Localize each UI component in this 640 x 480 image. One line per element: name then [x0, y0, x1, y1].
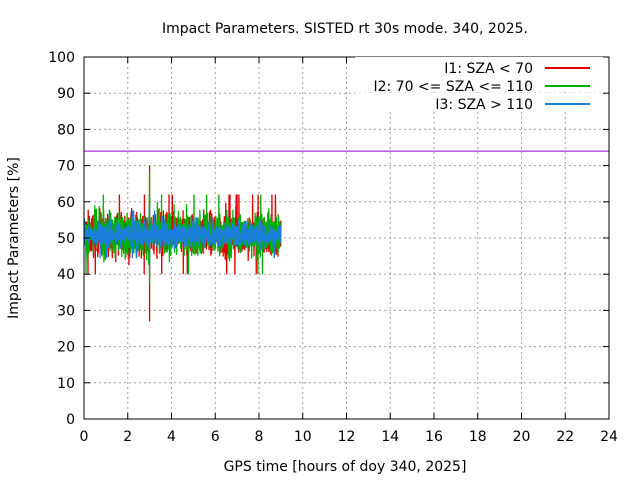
x-tick-label: 4 [167, 429, 176, 445]
y-tick-label: 70 [57, 159, 75, 175]
legend-entry-bg [355, 57, 603, 74]
legend-entry-bg [355, 75, 603, 92]
legend-label-1: I1: SZA < 70 [444, 61, 533, 77]
grid [84, 57, 609, 419]
x-tick-label: 18 [469, 429, 487, 445]
x-tick-label: 2 [123, 429, 132, 445]
y-tick-label: 10 [57, 376, 75, 392]
x-tick-label: 24 [600, 429, 618, 445]
legend-label-3: I3: SZA > 110 [435, 97, 533, 113]
x-tick-label: 0 [80, 429, 89, 445]
x-tick-label: 8 [255, 429, 264, 445]
x-tick-label: 22 [556, 429, 574, 445]
y-tick-label: 0 [66, 412, 75, 428]
series-layer [83, 165, 282, 322]
x-tick-label: 20 [513, 429, 531, 445]
y-tick-label: 40 [57, 267, 75, 283]
y-tick-label: 90 [57, 86, 75, 102]
y-tick-label: 100 [48, 50, 75, 66]
chart-title: Impact Parameters. SISTED rt 30s mode. 3… [162, 21, 528, 37]
x-axis-label: GPS time [hours of doy 340, 2025] [224, 459, 467, 475]
legend-label-2: I2: 70 <= SZA <= 110 [373, 79, 533, 95]
legend: I1: SZA < 70 I2: 70 <= SZA <= 110 I3: SZA … [355, 57, 603, 113]
legend-entry-bg [355, 93, 603, 110]
plot-frame [83, 56, 610, 420]
y-tick-label: 80 [57, 122, 75, 138]
x-tick-label: 6 [211, 429, 220, 445]
x-tick-label: 16 [425, 429, 443, 445]
x-tick-label: 14 [381, 429, 399, 445]
y-tick-label: 20 [57, 340, 75, 356]
y-tick-label: 30 [57, 303, 75, 319]
y-tick-label: 50 [57, 231, 75, 247]
x-tick-label: 10 [294, 429, 312, 445]
y-tick-label: 60 [57, 195, 75, 211]
x-tick-label: 12 [338, 429, 356, 445]
tick-layer: 0 2 4 6 8 10 12 14 16 18 20 22 240102030405060708090… [48, 50, 618, 445]
y-axis-label: Impact Parameters [%] [6, 157, 22, 319]
series-line-3 [83, 205, 282, 264]
